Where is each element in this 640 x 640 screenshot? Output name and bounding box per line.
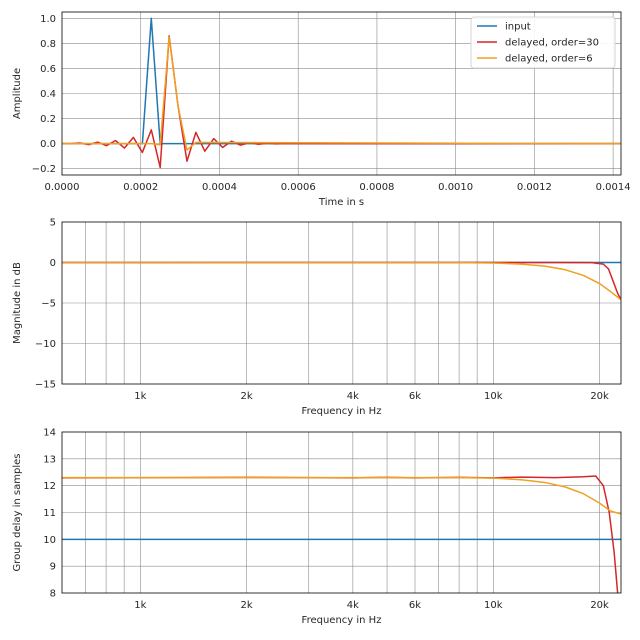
y-tick-label: −15 xyxy=(35,380,56,391)
y-tick-label: 11 xyxy=(43,508,56,519)
y-tick-label: 0.8 xyxy=(40,39,56,50)
x-tick-label: 0.0008 xyxy=(359,182,394,193)
x-tick-label: 0.0010 xyxy=(438,182,473,193)
series-line-delayed-order-6 xyxy=(62,261,621,301)
y-axis-label: Group delay in samples xyxy=(12,454,23,572)
legend-label: delayed, order=6 xyxy=(505,54,593,65)
y-axis-label: Magnitude in dB xyxy=(12,262,23,344)
x-tick-label: 4k xyxy=(347,391,359,402)
plot-frame xyxy=(61,431,622,594)
x-tick-label: 0.0004 xyxy=(202,182,237,193)
group-delay-plot: 1k 2k 4k 6k 10k 20k 8 9 10 11 12 13 14 Frequency in H… xyxy=(12,428,622,626)
x-tick-label: 0.0002 xyxy=(123,182,158,193)
y-tick-label: 12 xyxy=(43,481,56,492)
x-tick-label: 0.0014 xyxy=(596,182,631,193)
y-tick-label: −5 xyxy=(41,299,56,310)
y-tick-label: 8 xyxy=(50,589,56,600)
y-tick-label: 1.0 xyxy=(40,14,56,25)
y-tick-label: 0.6 xyxy=(40,64,56,75)
y-tick-label: 0.0 xyxy=(40,139,56,150)
x-axis-label: Frequency in Hz xyxy=(302,615,382,626)
legend-box xyxy=(470,16,616,69)
y-tick-label: 0.4 xyxy=(40,89,56,100)
x-tick-label: 20k xyxy=(590,600,609,611)
y-tick-label: −10 xyxy=(35,339,56,350)
x-tick-label: 1k xyxy=(134,600,146,611)
time-domain-plot: 0.0000 0.0002 0.0004 0.0006 0.0008 0.0010 0.00… xyxy=(12,11,631,208)
x-tick-label: 0.0012 xyxy=(517,182,552,193)
y-tick-label: 9 xyxy=(50,562,56,573)
y-tick-label: 10 xyxy=(43,535,56,546)
legend: input delayed, order=30 delayed, order=6 xyxy=(470,16,616,69)
x-tick-label: 10k xyxy=(484,391,503,402)
y-tick-label: 13 xyxy=(43,454,56,465)
x-tick-label: 6k xyxy=(409,600,421,611)
series-line-delayed-order-6 xyxy=(62,476,621,515)
x-tick-label: 10k xyxy=(484,600,503,611)
x-tick-label: 6k xyxy=(409,391,421,402)
plot-frame xyxy=(61,221,622,385)
x-tick-label: 2k xyxy=(240,391,252,402)
y-tick-label: 14 xyxy=(43,428,56,439)
x-tick-label: 0.0006 xyxy=(281,182,316,193)
series-line-delayed-order-30 xyxy=(62,261,621,301)
x-axis-label: Time in s xyxy=(318,197,364,208)
x-tick-label: 20k xyxy=(590,391,609,402)
legend-label: input xyxy=(505,22,531,33)
legend-label: delayed, order=30 xyxy=(505,38,599,49)
y-tick-label: −0.2 xyxy=(32,164,56,175)
plot-frame xyxy=(61,11,622,176)
series-line-delayed-order-30 xyxy=(62,475,619,593)
x-axis-label: Frequency in Hz xyxy=(302,406,382,417)
x-tick-label: 0.0000 xyxy=(45,182,80,193)
y-tick-label: 5 xyxy=(50,218,56,229)
y-tick-label: 0 xyxy=(50,258,56,269)
x-tick-label: 2k xyxy=(240,600,252,611)
y-tick-label: 0.2 xyxy=(40,114,56,125)
x-tick-label: 4k xyxy=(347,600,359,611)
x-tick-label: 1k xyxy=(134,391,146,402)
magnitude-response-plot: 1k 2k 4k 6k 10k 20k −15 −10 −5 0 5 Frequency in Hz M… xyxy=(12,218,622,417)
series-line-delayed-order-6 xyxy=(62,36,621,151)
y-axis-label: Amplitude xyxy=(12,68,23,119)
